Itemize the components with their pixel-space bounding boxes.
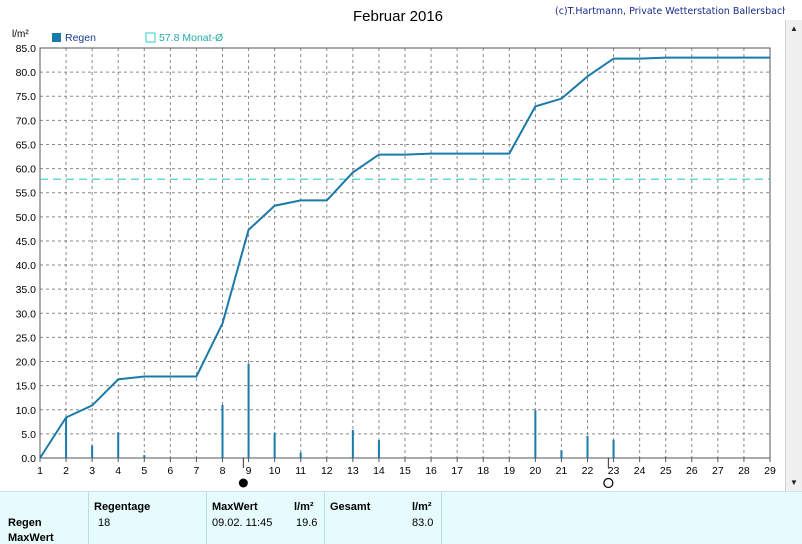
copyright-text: (c)T.Hartmann, Private Wetterstation Bal… bbox=[555, 6, 785, 17]
vertical-scrollbar[interactable]: ▲ ▼ bbox=[785, 20, 802, 491]
y-unit-label: l/m² bbox=[12, 29, 29, 40]
x-tick-label: 22 bbox=[582, 465, 594, 477]
x-tick-label: 14 bbox=[373, 465, 385, 477]
rain-bar bbox=[299, 452, 302, 458]
cumulative-line bbox=[39, 56, 770, 459]
y-tick-label: 0.0 bbox=[21, 453, 36, 465]
y-tick-label: 85.0 bbox=[16, 43, 37, 55]
x-tick-label: 12 bbox=[321, 465, 333, 477]
plot-area: 0.0 5.0 10.0 15.0 20.0 25.0 30.0 35.0 40.0 45.0 50… bbox=[16, 43, 776, 489]
y-tick-label: 30.0 bbox=[16, 308, 37, 320]
y-tick-label: 45.0 bbox=[16, 236, 37, 248]
rain-bar bbox=[664, 457, 667, 458]
x-tick-label: 10 bbox=[269, 465, 281, 477]
maxwert-header: MaxWert bbox=[212, 501, 258, 513]
legend-rain-swatch bbox=[52, 33, 61, 42]
regentage-value: 18 bbox=[98, 517, 111, 529]
y-tick-label: 50.0 bbox=[16, 212, 37, 224]
y-tick-label: 55.0 bbox=[16, 188, 37, 200]
rain-bar bbox=[221, 404, 224, 458]
rain-bar bbox=[117, 432, 120, 458]
x-tick-label: 25 bbox=[660, 465, 672, 477]
regentage-label: Regentage bbox=[94, 501, 151, 513]
y-tick-label: 75.0 bbox=[16, 91, 37, 103]
x-tick-label: 18 bbox=[477, 465, 489, 477]
y-tick-label: 15.0 bbox=[16, 381, 37, 393]
x-tick-label: 8 bbox=[220, 465, 226, 477]
row-label-maxwert: MaxWert bbox=[8, 532, 54, 544]
rain-bar bbox=[65, 417, 68, 458]
gesamt-label: Gesamt bbox=[330, 501, 371, 513]
x-tick-label: 27 bbox=[712, 465, 724, 477]
scroll-up-icon[interactable]: ▲ bbox=[790, 24, 798, 33]
x-tick-label: 1 bbox=[37, 465, 43, 477]
new-moon-icon bbox=[238, 478, 248, 488]
y-tick-label: 25.0 bbox=[16, 332, 37, 344]
x-tick-label: 16 bbox=[425, 465, 437, 477]
rain-bar bbox=[351, 430, 354, 458]
stats-divider bbox=[88, 492, 89, 544]
rain-bar bbox=[560, 450, 563, 458]
rain-bar bbox=[534, 410, 537, 458]
x-tick-label: 2 bbox=[63, 465, 69, 477]
legend-avg-swatch bbox=[145, 32, 156, 43]
x-tick-label: 5 bbox=[141, 465, 147, 477]
x-tick-label: 9 bbox=[246, 465, 252, 477]
scroll-down-icon[interactable]: ▼ bbox=[790, 478, 798, 487]
x-tick-label: 3 bbox=[89, 465, 95, 477]
x-tick-label: 4 bbox=[115, 465, 121, 477]
chart-title: Februar 2016 bbox=[353, 8, 443, 25]
x-tick-label: 6 bbox=[167, 465, 173, 477]
rain-bar bbox=[377, 440, 380, 458]
x-tick-label: 15 bbox=[399, 465, 411, 477]
rain-bar bbox=[247, 363, 250, 458]
x-tick-label: 28 bbox=[738, 465, 750, 477]
y-tick-label: 80.0 bbox=[16, 67, 37, 79]
maxwert-value: 19.6 bbox=[296, 517, 318, 529]
y-tick-label: 65.0 bbox=[16, 139, 37, 151]
stats-panel: Regentage MaxWert l/m² Gesamt l/m² Regen… bbox=[0, 491, 802, 544]
y-tick-label: 40.0 bbox=[16, 260, 37, 272]
legend-avg-label: 57.8 Monat-Ø bbox=[159, 32, 223, 44]
stats-divider bbox=[441, 492, 442, 544]
rain-chart: Februar 2016 (c)T.Hartmann, Private Wett… bbox=[12, 6, 785, 489]
x-tick-label: 7 bbox=[194, 465, 200, 477]
maxwert-unit: l/m² bbox=[294, 501, 314, 513]
rain-bar bbox=[91, 445, 94, 458]
x-tick-label: 20 bbox=[530, 465, 542, 477]
x-tick-label: 11 bbox=[295, 465, 306, 477]
legend-rain-label: Regen bbox=[65, 32, 96, 44]
x-tick-label: 24 bbox=[634, 465, 646, 477]
y-tick-label: 20.0 bbox=[16, 357, 37, 369]
gesamt-unit: l/m² bbox=[412, 501, 432, 513]
maxwert-date: 09.02. 11:45 bbox=[212, 517, 273, 529]
x-tick-label: 21 bbox=[556, 465, 568, 477]
rain-bar bbox=[143, 455, 146, 458]
y-tick-label: 60.0 bbox=[16, 164, 37, 176]
full-moon-icon bbox=[603, 477, 614, 489]
x-tick-label: 23 bbox=[608, 465, 620, 477]
stats-divider bbox=[206, 492, 207, 544]
rain-bar bbox=[612, 439, 615, 458]
row-label-regen: Regen bbox=[8, 517, 42, 529]
y-tick-label: 70.0 bbox=[16, 115, 37, 127]
y-tick-label: 10.0 bbox=[16, 405, 37, 417]
x-tick-label: 13 bbox=[347, 465, 359, 477]
rain-bar bbox=[586, 435, 589, 458]
y-tick-label: 5.0 bbox=[21, 429, 36, 441]
y-tick-label: 35.0 bbox=[16, 284, 37, 296]
x-tick-label: 29 bbox=[764, 465, 776, 477]
stats-divider bbox=[324, 492, 325, 544]
x-tick-label: 19 bbox=[503, 465, 515, 477]
gesamt-value: 83.0 bbox=[412, 517, 434, 529]
rain-bar bbox=[273, 432, 276, 458]
x-tick-label: 17 bbox=[451, 465, 463, 477]
x-tick-label: 26 bbox=[686, 465, 698, 477]
